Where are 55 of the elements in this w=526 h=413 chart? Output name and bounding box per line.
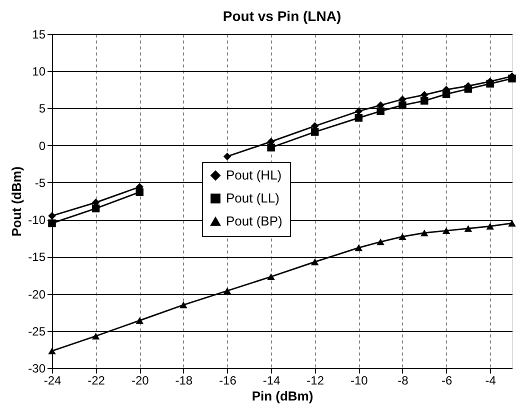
point: [464, 85, 472, 93]
x-tick-label: -12: [306, 374, 324, 388]
legend-label: Pout (LL): [226, 190, 280, 206]
y-tick-label: -10: [28, 213, 46, 228]
y-tick-label: -15: [28, 250, 46, 264]
y-tick-label: -30: [28, 362, 46, 376]
x-tick-label: -14: [262, 374, 281, 388]
x-tick-label: -8: [398, 374, 409, 388]
x-tick-label: -6: [441, 374, 452, 388]
point: [136, 317, 144, 324]
legend-label: Pout (BP): [226, 214, 282, 228]
point: [376, 107, 384, 116]
point: [180, 302, 188, 308]
y-tick-label: 10: [32, 64, 46, 79]
point: [267, 144, 275, 152]
point: [136, 188, 144, 196]
point: [486, 80, 494, 88]
legend-label: Pout (HL): [226, 168, 282, 182]
point: [442, 90, 450, 98]
point: [486, 222, 494, 230]
point: [420, 230, 428, 236]
x-tick-label: -18: [175, 374, 193, 388]
point: [398, 101, 406, 110]
y-tick-label: 0: [38, 138, 46, 153]
chart-title: Pout vs Pin (LNA): [222, 8, 342, 24]
point: [398, 233, 406, 240]
x-axis-title: Pin (dBm): [252, 388, 314, 404]
point: [223, 152, 232, 160]
point: [354, 114, 363, 122]
point: [48, 348, 56, 354]
x-tick-label: -16: [219, 374, 237, 388]
point: [508, 74, 516, 82]
point: [508, 220, 516, 227]
x-tick-label: -20: [131, 374, 150, 388]
point: [223, 287, 232, 294]
y-tick-label: -20: [28, 287, 46, 302]
point: [92, 332, 100, 340]
point: [442, 227, 450, 234]
x-tick-label: -10: [350, 374, 368, 388]
point: [376, 238, 384, 246]
point: [310, 258, 319, 266]
x-tick-label: -22: [88, 374, 106, 388]
point: [464, 225, 472, 232]
point: [267, 273, 275, 280]
point: [420, 96, 428, 105]
y-tick-label: -25: [28, 324, 46, 338]
point: [354, 244, 363, 252]
point: [310, 128, 319, 136]
y-tick-label: 15: [32, 28, 46, 42]
y-tick-label: -5: [34, 176, 46, 190]
point: [92, 204, 100, 212]
y-tick-label: 5: [38, 102, 46, 116]
x-tick-label: -4: [485, 374, 496, 388]
x-tick-label: -24: [44, 374, 62, 388]
y-axis-title: Pout (dBm): [9, 166, 24, 237]
